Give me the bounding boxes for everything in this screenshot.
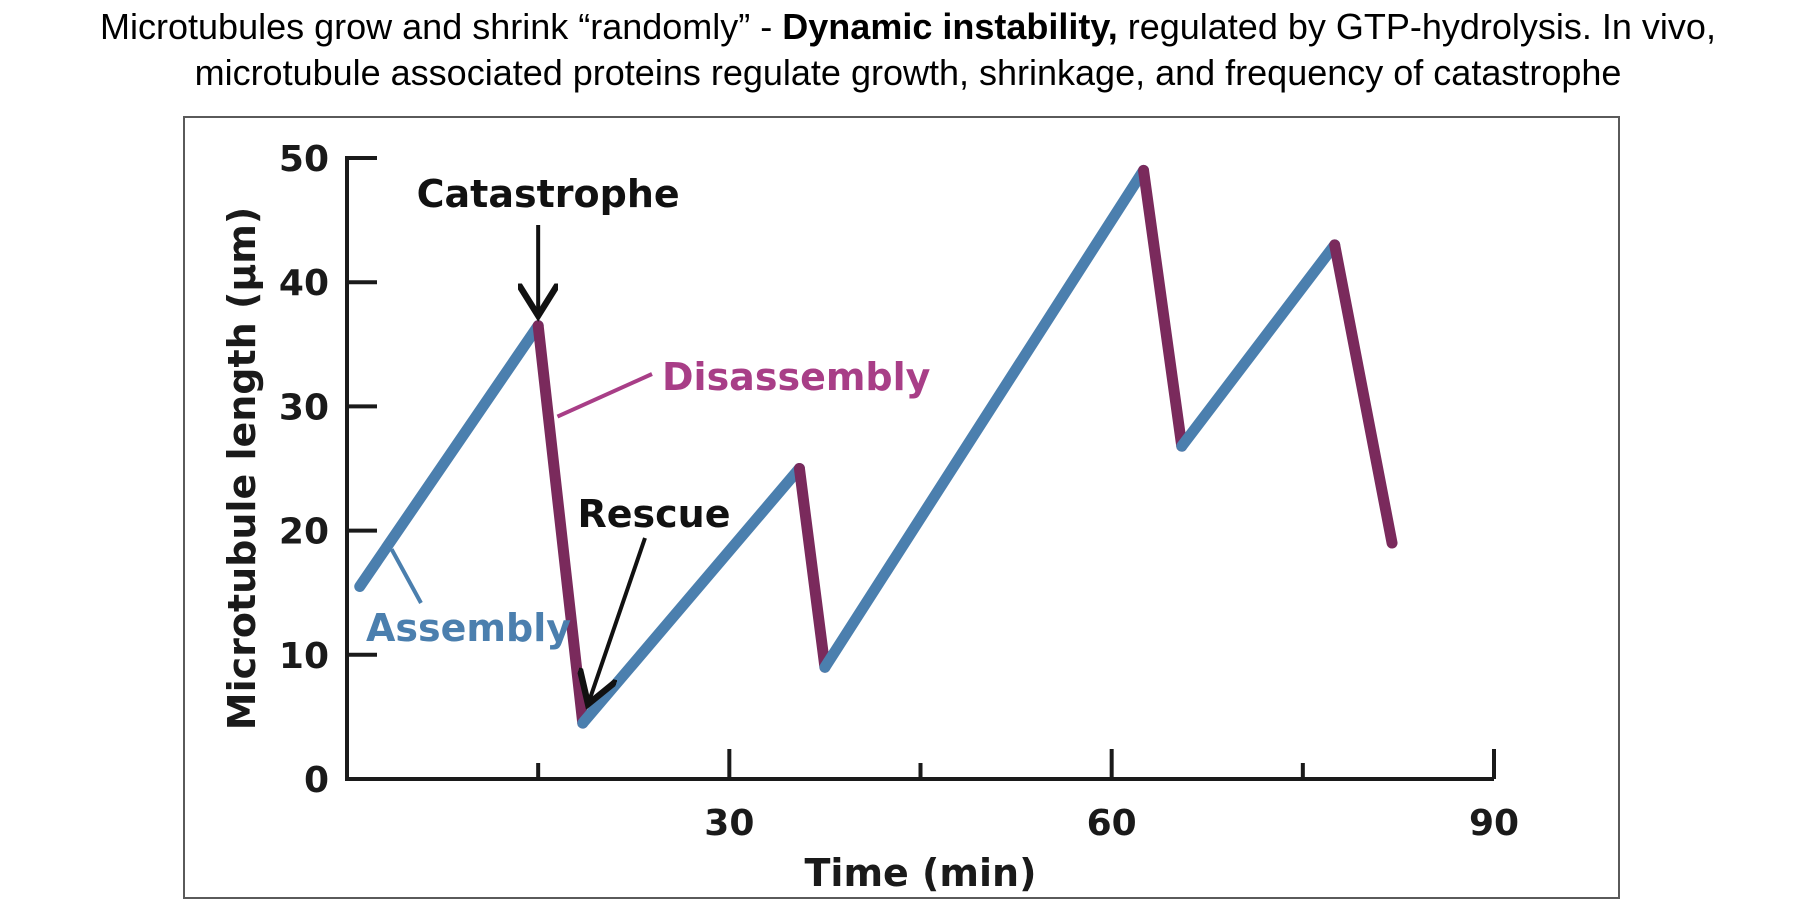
y-axis-title: Microtubule length (µm) <box>220 207 264 731</box>
y-tick-label: 50 <box>279 139 329 180</box>
assembly-segment <box>354 320 544 592</box>
x-tick-label: 30 <box>704 803 754 844</box>
chart-axes: 0 10 20 30 40 50 30 60 90 <box>279 139 1519 844</box>
heading-line-1-pre: Microtubules grow and shrink “randomly” … <box>100 6 783 47</box>
y-tick-label: 0 <box>304 760 329 801</box>
assembly-segment <box>819 164 1150 673</box>
assembly-segment <box>577 463 805 729</box>
assembly-segment <box>1176 239 1341 452</box>
slide-heading: Microtubules grow and shrink “randomly” … <box>0 4 1816 96</box>
annotation-assembly: Assembly <box>366 606 571 650</box>
y-tick-label: 40 <box>279 263 329 304</box>
y-tick-label: 30 <box>279 387 329 428</box>
disassembly-segment <box>1329 239 1398 549</box>
disassembly-segment <box>532 320 589 729</box>
x-tick-label: 60 <box>1087 803 1137 844</box>
x-axis-title: Time (min) <box>805 851 1037 895</box>
heading-line-1-post: regulated by GTP-hydrolysis. In vivo, <box>1117 6 1716 47</box>
disassembly-segment <box>793 463 831 673</box>
y-tick-label: 20 <box>279 512 329 553</box>
chart-series <box>354 164 1398 729</box>
annotation-rescue: Rescue <box>577 492 730 536</box>
rescue-arrow <box>589 537 647 700</box>
heading-bold-term: Dynamic instability, <box>782 6 1118 47</box>
x-tick-label: 90 <box>1469 803 1519 844</box>
y-tick-label: 10 <box>279 636 329 677</box>
disassembly-segment <box>1138 164 1188 452</box>
chart-annotations: Catastrophe Disassembly Rescue Assembly <box>366 172 931 700</box>
annotation-disassembly: Disassembly <box>662 355 931 399</box>
heading-line-1: Microtubules grow and shrink “randomly” … <box>0 4 1816 50</box>
annotation-catastrophe: Catastrophe <box>417 172 680 216</box>
disassembly-leader <box>556 372 653 419</box>
assembly-leader <box>389 548 423 604</box>
heading-line-2: microtubule associated proteins regulate… <box>194 52 1622 93</box>
